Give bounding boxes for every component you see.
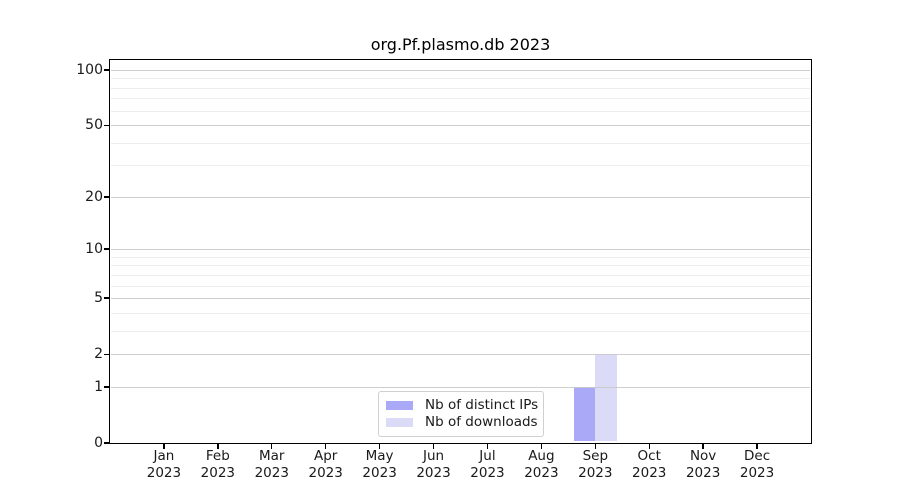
x-tick-month: Oct bbox=[637, 448, 661, 464]
y-tick bbox=[103, 386, 110, 388]
x-tick-year: 2023 bbox=[254, 464, 289, 481]
x-tick-label: Apr 2023 bbox=[294, 448, 358, 481]
x-tick bbox=[378, 443, 381, 449]
x-tick bbox=[648, 443, 650, 449]
y-tick bbox=[103, 297, 110, 299]
y-gridline-minor bbox=[111, 312, 810, 314]
x-tick-label: Oct 2023 bbox=[617, 448, 681, 481]
x-tick-label: Jan 2023 bbox=[132, 448, 196, 481]
y-gridline-minor bbox=[111, 274, 810, 276]
x-tick-year: 2023 bbox=[685, 464, 721, 481]
y-tick-label: 1 bbox=[94, 378, 103, 395]
x-tick-label: Dec 2023 bbox=[725, 448, 789, 481]
x-tick-year: 2023 bbox=[739, 464, 775, 481]
x-tick-month: Jan bbox=[153, 448, 175, 464]
legend-label-distinct-ips: Nb of distinct IPs bbox=[425, 397, 539, 413]
y-gridline-minor bbox=[111, 142, 810, 144]
y-tick bbox=[103, 353, 110, 355]
x-tick-year: 2023 bbox=[524, 464, 559, 481]
y-tick bbox=[103, 442, 110, 444]
y-gridline-major bbox=[111, 354, 810, 356]
x-tick-month: May bbox=[365, 448, 394, 464]
x-tick-year: 2023 bbox=[308, 464, 343, 481]
y-gridline-minor bbox=[111, 165, 810, 167]
x-tick bbox=[594, 443, 596, 449]
x-tick bbox=[702, 443, 704, 449]
x-tick-year: 2023 bbox=[362, 464, 397, 481]
y-gridline-minor bbox=[111, 87, 810, 89]
x-tick-label: Jul 2023 bbox=[455, 448, 519, 481]
plot-frame bbox=[109, 59, 812, 444]
y-gridline-minor bbox=[111, 265, 810, 267]
legend-label-downloads: Nb of downloads bbox=[425, 414, 538, 430]
x-tick-month: Aug bbox=[528, 448, 555, 464]
x-tick-month: Feb bbox=[205, 448, 230, 464]
x-tick bbox=[432, 443, 435, 449]
y-tick-label: 0 bbox=[94, 435, 103, 451]
chart-title: org.Pf.plasmo.db 2023 bbox=[370, 35, 551, 54]
y-tick bbox=[103, 196, 110, 198]
y-gridline-minor bbox=[111, 98, 810, 100]
y-gridline-minor bbox=[111, 110, 810, 112]
x-tick-month: Sep bbox=[582, 448, 609, 464]
x-tick-label: Mar 2023 bbox=[240, 448, 304, 481]
x-tick-label: Nov 2023 bbox=[671, 448, 735, 481]
y-gridline-major bbox=[111, 249, 810, 251]
y-gridline-minor bbox=[111, 256, 810, 258]
y-gridline-major bbox=[111, 196, 810, 199]
x-tick-year: 2023 bbox=[578, 464, 613, 481]
y-tick bbox=[103, 248, 110, 250]
y-gridline-major bbox=[111, 69, 810, 72]
x-tick-month: Dec bbox=[744, 448, 771, 464]
legend-item-distinct-ips: Nb of distinct IPs bbox=[386, 397, 539, 414]
legend-swatch-downloads bbox=[386, 417, 413, 428]
x-tick-year: 2023 bbox=[146, 464, 182, 481]
x-tick-label: Feb 2023 bbox=[186, 448, 250, 481]
legend-item-downloads: Nb of downloads bbox=[386, 414, 538, 431]
legend-swatch-distinct-ips bbox=[386, 400, 413, 411]
x-tick-month: Apr bbox=[314, 448, 338, 464]
y-tick-label: 50 bbox=[85, 117, 103, 134]
y-tick bbox=[103, 69, 110, 71]
x-tick-label: Jun 2023 bbox=[402, 448, 466, 481]
x-tick bbox=[271, 443, 273, 449]
y-gridline-major bbox=[111, 386, 810, 389]
x-tick-year: 2023 bbox=[200, 464, 236, 481]
legend: Nb of distinct IPs Nb of downloads bbox=[378, 391, 544, 437]
x-tick-month: Nov bbox=[689, 448, 717, 464]
y-gridline-minor bbox=[111, 285, 810, 287]
x-tick-label: Sep 2023 bbox=[563, 448, 627, 481]
y-tick bbox=[103, 124, 110, 126]
x-tick-month: Jun bbox=[422, 448, 445, 464]
y-tick-label: 5 bbox=[94, 290, 103, 307]
x-tick-month: Jul bbox=[479, 448, 496, 464]
x-tick bbox=[217, 443, 219, 449]
y-tick-label: 10 bbox=[85, 241, 103, 258]
x-tick-year: 2023 bbox=[416, 464, 451, 481]
y-gridline-minor bbox=[111, 78, 810, 80]
y-gridline-major bbox=[111, 125, 810, 127]
y-tick-label: 20 bbox=[85, 188, 103, 205]
x-tick bbox=[163, 443, 165, 449]
bar-downloads-sep bbox=[595, 354, 617, 442]
x-tick-year: 2023 bbox=[470, 464, 505, 481]
x-tick-year: 2023 bbox=[632, 464, 667, 481]
x-tick-label: May 2023 bbox=[348, 448, 412, 481]
x-tick bbox=[324, 443, 327, 449]
x-tick-month: Mar bbox=[259, 448, 285, 464]
y-tick-label: 2 bbox=[94, 346, 103, 363]
y-gridline-minor bbox=[111, 330, 810, 332]
x-tick bbox=[486, 443, 489, 449]
x-tick-label: Aug 2023 bbox=[509, 448, 573, 481]
x-tick bbox=[540, 443, 543, 449]
x-tick bbox=[756, 443, 758, 449]
bar-distinct-ips-sep bbox=[573, 386, 596, 442]
y-gridline-major bbox=[111, 298, 810, 300]
y-tick-label: 100 bbox=[76, 61, 103, 78]
